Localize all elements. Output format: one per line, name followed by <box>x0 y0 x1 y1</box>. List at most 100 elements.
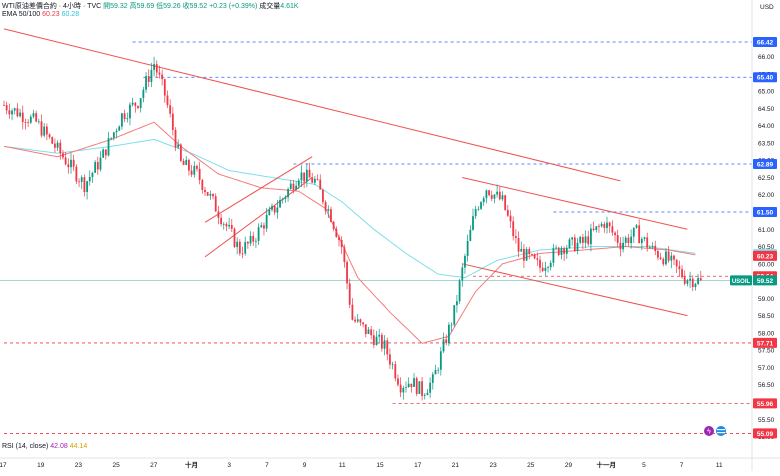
candle-body <box>115 130 118 133</box>
time-tick-label: 25 <box>112 462 120 469</box>
candle-body <box>5 105 8 111</box>
candle-body <box>646 237 649 248</box>
candle-body <box>214 196 217 212</box>
candle-body <box>217 211 220 218</box>
candle-body <box>193 165 196 175</box>
volume-value: 4.61K <box>280 3 299 10</box>
candle-body <box>281 198 284 200</box>
candle-body <box>662 258 665 265</box>
candle-body <box>303 172 306 182</box>
candle-body <box>450 324 453 326</box>
candle-body <box>517 238 520 252</box>
candle-body <box>153 64 155 70</box>
candle-body <box>8 110 11 115</box>
candle-body <box>380 334 383 349</box>
candle-body <box>600 223 603 227</box>
candle-body <box>533 254 536 259</box>
price-tick-label: 64.50 <box>758 106 775 113</box>
trendline[interactable] <box>462 176 688 230</box>
candle-body <box>477 208 480 210</box>
ema-price-label: 60.23 <box>757 253 774 260</box>
price-tick-label: 64.00 <box>758 123 775 130</box>
candle-body <box>206 192 209 196</box>
candle-body <box>3 104 5 106</box>
trendline[interactable] <box>3 28 621 182</box>
candle-body <box>201 180 204 190</box>
rsi-label[interactable]: RSI (14, close) <box>2 443 49 450</box>
candle-body <box>375 336 378 346</box>
trendlines <box>3 28 688 317</box>
candle-body <box>190 170 193 175</box>
candle-body <box>488 190 490 196</box>
candle-body <box>16 108 19 117</box>
time-tick-label: 23 <box>489 462 497 469</box>
candle-body <box>147 76 150 83</box>
candle-body <box>88 176 91 182</box>
candle-body <box>544 267 547 271</box>
last-price-label: 59.52 <box>757 278 774 285</box>
candle-body <box>324 202 327 211</box>
candle-body <box>539 259 541 268</box>
time-tick-label: 17 <box>414 462 422 469</box>
trendline[interactable] <box>204 177 313 258</box>
candle-body <box>571 237 574 240</box>
flag-stripe <box>717 429 725 431</box>
candle-body <box>399 384 402 393</box>
candle-body <box>198 168 201 181</box>
candle-body <box>359 319 362 323</box>
candle-body <box>469 229 472 241</box>
candle-body <box>297 180 300 186</box>
time-axis[interactable]: 17 19 23 25 27 十月 3 7 9 11 15 17 21 23 25 29 十一月 5 7 11 <box>0 457 780 469</box>
symbol-tag[interactable] <box>730 275 752 286</box>
event-icons[interactable]: ϟ <box>704 426 726 436</box>
candle-body <box>464 255 466 268</box>
ema50-line[interactable] <box>3 121 696 344</box>
candle-body <box>265 214 268 229</box>
symbol-legend: WTI原油差價合約 · 4小時 · TVC 開59.32 高59.69 低59.… <box>2 1 299 11</box>
price-level-label: 55.96 <box>757 401 774 408</box>
candle-body <box>142 89 145 99</box>
candle-body <box>619 242 622 250</box>
candle-body <box>391 364 394 366</box>
candle-body <box>565 247 568 254</box>
low-value: 59.26 <box>163 3 181 10</box>
candle-body <box>665 251 667 265</box>
rsi-value: 42.08 <box>50 443 68 450</box>
candle-body <box>48 134 51 138</box>
candle-body <box>316 178 319 180</box>
candle-body <box>121 113 123 127</box>
candle-body <box>606 222 608 228</box>
candle-body <box>397 378 399 385</box>
candle-body <box>549 262 552 268</box>
candle-body <box>279 199 281 208</box>
time-tick-label: 19 <box>37 462 45 469</box>
time-tick-label: 5 <box>642 462 646 469</box>
candle-body <box>182 160 185 165</box>
candle-body <box>512 221 515 237</box>
symbol-title[interactable]: WTI原油差價合約 · 4小時 · TVC <box>2 3 102 10</box>
rsi-ma-value: 44.14 <box>69 443 88 450</box>
trendline[interactable] <box>462 263 688 317</box>
candle-body <box>678 266 681 270</box>
price-tick-label: 57.00 <box>758 365 775 372</box>
candle-body <box>99 157 102 170</box>
ema-label[interactable]: EMA 50/100 <box>2 11 41 18</box>
ema100-line[interactable] <box>3 138 696 279</box>
candle-body <box>75 166 78 182</box>
candle-body <box>405 387 407 388</box>
open-label: 開 <box>103 3 111 10</box>
candle-body <box>300 172 303 181</box>
price-level-label: 66.42 <box>757 39 774 46</box>
ema50-value: 60.23 <box>42 11 60 18</box>
candle-body <box>188 159 190 171</box>
trendline[interactable] <box>204 156 313 223</box>
us-flag-event-icon[interactable] <box>716 426 726 436</box>
lightning-event-icon[interactable] <box>704 426 714 436</box>
currency-label: USD <box>760 4 774 11</box>
candle-body <box>348 283 351 305</box>
candle-body <box>295 185 298 190</box>
candle-body <box>541 267 544 271</box>
